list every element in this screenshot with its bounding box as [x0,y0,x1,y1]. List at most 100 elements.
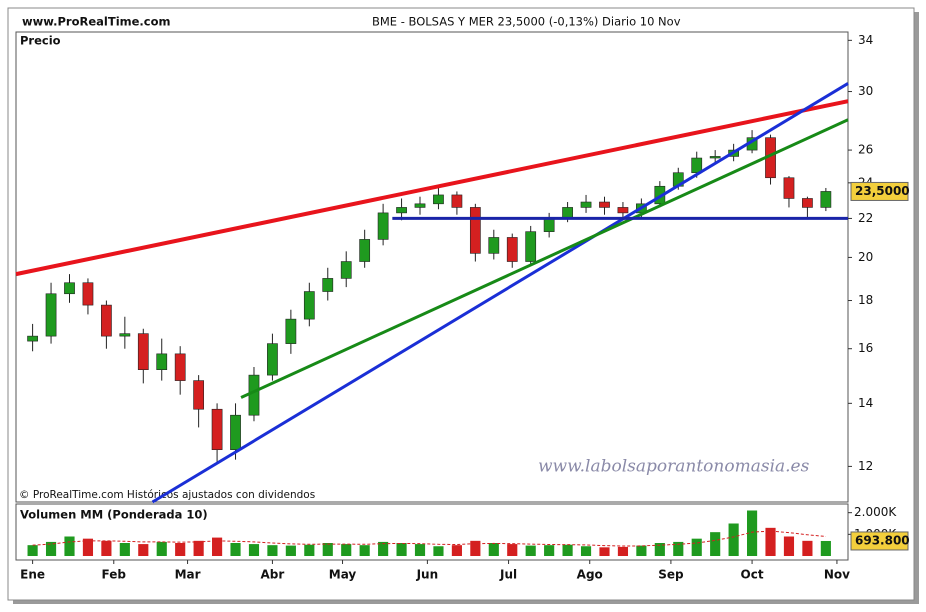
volume-bar [802,540,813,556]
volume-bar [64,536,75,556]
x-tick-label: May [329,568,357,582]
volume-bar [175,543,186,556]
x-tick-label: Ene [20,568,45,582]
volume-bar [544,545,555,556]
volume-bar [746,510,758,556]
volume-bar [673,541,684,556]
volume-bar [101,540,112,556]
volume-bar [488,543,499,556]
candle-body [820,191,832,208]
y-tick-label: 12 [858,459,873,473]
candle-body [322,278,334,292]
volume-bar [378,541,389,556]
candle-body [285,318,297,344]
volume-bar [27,545,38,556]
volume-tag [850,531,909,551]
candle-body [562,207,573,219]
candle-body [617,207,629,214]
x-tick-label: Jul [499,568,517,582]
volume-bar [451,545,462,556]
price-tag [850,181,909,201]
candle-body [396,207,407,214]
candle-body [64,282,75,295]
volume-title: Volumen MM (Ponderada 10) [20,508,208,522]
watermark: www.labolsaporantonomasia.es [538,457,810,477]
volume-bar [119,543,130,556]
site: www.ProRealTime.com [22,15,171,29]
candle-body [359,239,371,262]
candle-body [469,207,481,254]
y-tick-label: 20 [858,250,873,264]
candle-body [802,198,813,208]
y-tick-label: 30 [858,84,873,98]
volume-bar [285,545,296,556]
volume-bar [341,544,352,556]
volume-tick-label: 2.000K [854,505,897,519]
candle-body [230,414,241,451]
candle-body [691,157,703,174]
volume-ma [32,530,826,547]
x-tick-label: Abr [261,568,285,582]
candle-body [27,335,38,342]
candle-body [267,343,278,376]
volume-bar [580,546,592,556]
x-tick-label: Sep [658,568,684,582]
y-tick-label: 34 [858,33,873,47]
volume-bar [728,523,739,556]
candle-body [543,218,555,232]
volume-panel [15,503,849,561]
volume-bar [654,543,665,556]
volume-bar [636,545,647,556]
trend-line [151,82,849,504]
y-tick-label: 18 [858,293,873,307]
y-tick-label: 14 [858,396,873,410]
candle-body [525,231,537,262]
volume-bar [507,544,518,556]
volume-bar [267,545,278,556]
volume-bar [193,540,204,556]
volume-tag-label: 693.800 [855,533,910,547]
candle-body [119,333,131,337]
candle-body [174,353,186,381]
volume-bar [710,532,721,556]
candle-body [137,333,149,370]
volume-bar [691,538,702,556]
candle-body [82,282,94,306]
candle-body [193,380,205,410]
volume-bar [212,537,223,556]
volume-bar [783,536,795,556]
y-tick-label: 16 [858,341,873,355]
volume-bar [414,544,426,556]
candle-body [488,237,500,254]
volume-bar [396,543,407,556]
header-title: BME - BOLSAS Y MER 23,5000 (-0,13%) Diar… [372,15,681,29]
volume-bar [322,543,333,556]
copyright: © ProRealTime.com Históricos ajustados c… [19,489,315,501]
trend-line [15,99,849,277]
volume-bar [45,541,57,556]
volume-bar [525,545,536,556]
volume-bar [230,543,241,556]
volume-bar [433,546,444,556]
candle-body [506,237,518,262]
x-tick-label: Oct [741,568,764,582]
candle-body [156,353,168,370]
candle-body [377,212,389,240]
trend-line [240,118,849,399]
candle-body [433,194,444,205]
candle-body [414,203,426,208]
volume-bar [562,544,573,556]
x-tick-label: Jun [416,568,439,582]
candle-body [101,304,112,337]
volume-bar [617,546,629,556]
candle-body [248,374,260,416]
x-tick-label: Ago [577,568,603,582]
candle-body [451,194,463,208]
x-tick-label: Nov [824,568,850,582]
volume-bar [765,527,776,556]
candle-body [709,156,721,159]
y-tick-label: 26 [858,143,873,157]
price-tag-label: 23,5000 [855,184,910,198]
candle-body [599,201,610,208]
candle-body [45,293,57,337]
